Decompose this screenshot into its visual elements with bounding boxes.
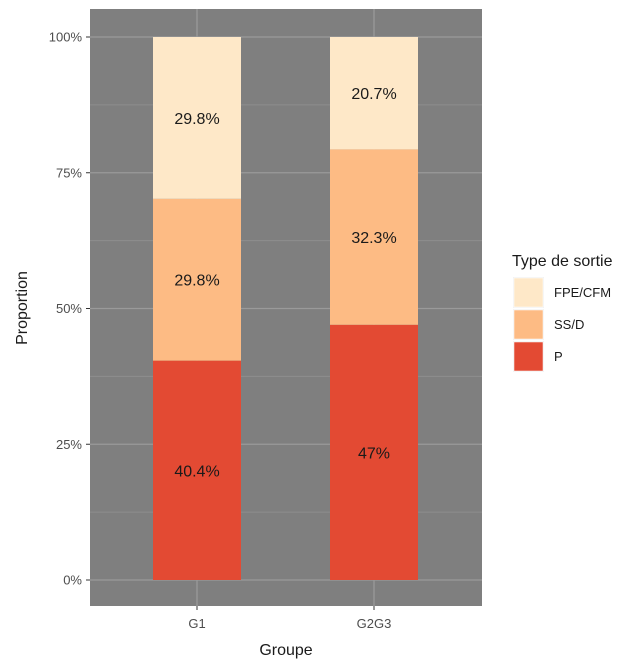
plot-panel: [90, 9, 482, 606]
data-label: 20.7%: [351, 86, 396, 103]
data-label: 40.4%: [174, 463, 219, 480]
legend-swatch: [513, 341, 544, 372]
bar-segment: [330, 149, 418, 325]
x-axis-title: Groupe: [259, 642, 312, 659]
legend-swatch: [513, 309, 544, 340]
legend-items: FPE/CFM SS/D P: [513, 277, 611, 372]
legend-swatch: [513, 277, 544, 308]
bar-segment: [330, 324, 418, 580]
legend-label: P: [554, 349, 563, 364]
y-axis-title: Proportion: [14, 271, 31, 345]
bar-segment: [153, 37, 241, 199]
y-tick-label: 50%: [56, 301, 82, 316]
bar-segment: [330, 37, 418, 150]
x-tick-label: G1: [188, 616, 205, 631]
data-labels: 40.4% 29.8% 29.8% 47% 32.3% 20.7%: [174, 86, 396, 480]
y-tick-label: 0%: [63, 573, 82, 588]
bar-segment: [153, 198, 241, 361]
bar-segment: [153, 360, 241, 580]
bars: [153, 37, 418, 580]
x-axis: G1 G2G3: [188, 606, 391, 631]
legend-title: Type de sortie: [512, 253, 613, 270]
legend-label: FPE/CFM: [554, 285, 611, 300]
data-label: 32.3%: [351, 230, 396, 247]
y-axis: 0% 25% 50% 75% 100%: [49, 30, 90, 588]
legend-label: SS/D: [554, 317, 584, 332]
data-label: 29.8%: [174, 111, 219, 128]
y-tick-label: 100%: [49, 30, 83, 45]
y-tick-label: 75%: [56, 165, 82, 180]
y-tick-label: 25%: [56, 437, 82, 452]
data-label: 29.8%: [174, 273, 219, 290]
data-label: 47%: [358, 445, 390, 462]
legend: Type de sortie FPE/CFM SS/D P: [512, 253, 613, 372]
x-tick-label: G2G3: [357, 616, 392, 631]
